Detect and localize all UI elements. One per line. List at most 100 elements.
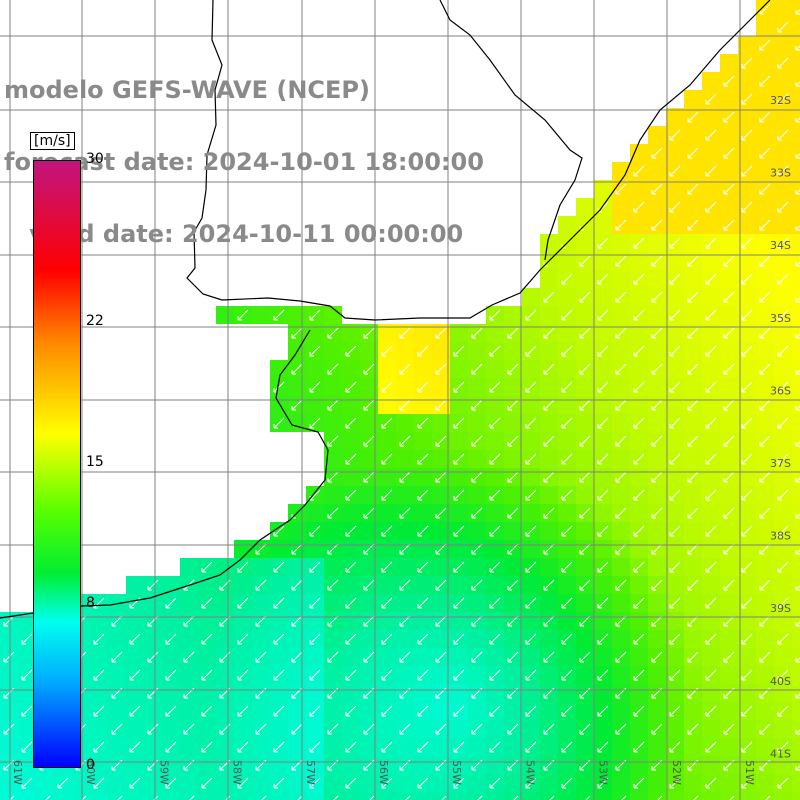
wind-speed-cell [792,54,800,72]
wind-arrow [363,651,375,663]
wind-arrow [237,777,249,789]
wind-arrow [651,651,663,663]
wind-speed-cell [360,378,378,396]
wind-arrow [633,453,645,465]
wind-speed-cell [576,414,594,432]
wind-arrow [759,615,771,627]
wind-speed-cell [504,414,522,432]
wind-arrow [561,669,573,681]
wind-arrow [273,669,285,681]
wind-arrow [297,795,303,800]
wind-arrow [507,723,519,735]
wind-arrow [93,705,105,717]
wind-speed-cell [648,486,666,504]
wind-speed-cell [216,594,234,612]
wind-arrow [525,561,537,573]
wind-arrow [615,183,627,195]
wind-arrow [255,723,267,735]
wind-arrow [741,597,753,609]
wind-speed-cell [342,432,360,450]
wind-speed-cell [18,684,36,702]
wind-speed-cell [792,468,800,486]
wind-arrow [489,633,501,645]
wind-arrow [741,489,753,501]
wind-arrow [453,741,465,753]
wind-speed-cell [702,216,720,234]
wind-arrow [333,795,339,800]
wind-speed-cell [450,540,468,558]
wind-arrow [399,399,411,411]
wind-arrow [237,705,249,717]
wind-arrow [165,705,177,717]
wind-speed-cell [738,648,756,666]
wind-arrow [525,309,537,321]
longitude-label: 58W [231,760,244,785]
wind-speed-cell [504,306,522,324]
wind-speed-cell [90,792,108,800]
wind-speed-cell [252,666,270,684]
wind-arrow [93,777,105,789]
wind-speed-cell [702,144,720,162]
wind-arrow [201,777,213,789]
wind-arrow [633,633,645,645]
wind-arrow [201,633,213,645]
wind-speed-cell [576,270,594,288]
wind-speed-cell [144,738,162,756]
wind-speed-cell [756,594,774,612]
wind-arrow [345,741,357,753]
wind-speed-cell [738,432,756,450]
wind-arrow [741,525,753,537]
wind-speed-cell [702,72,720,90]
wind-arrow [579,399,591,411]
wind-speed-cell [270,792,288,800]
wind-arrow [471,543,483,555]
wind-speed-cell [720,414,738,432]
wind-speed-cell [72,774,90,792]
wind-arrow [453,453,465,465]
wind-speed-cell [684,774,702,792]
wind-speed-cell [594,180,612,198]
wind-arrow [489,669,501,681]
wind-arrow [291,399,303,411]
wind-speed-cell [720,666,738,684]
wind-speed-cell [558,540,576,558]
wind-arrow [477,795,483,800]
wind-speed-cell [792,306,800,324]
wind-speed-cell [468,666,486,684]
wind-speed-cell [576,558,594,576]
wind-speed-cell [792,612,800,630]
wind-arrow [759,471,771,483]
wind-arrow [381,633,393,645]
wind-arrow [453,633,465,645]
wind-arrow [615,291,627,303]
wind-speed-cell [738,180,756,198]
wind-speed-cell [576,738,594,756]
wind-speed-cell [792,522,800,540]
wind-speed-cell [720,306,738,324]
wind-speed-cell [162,792,180,800]
wind-speed-cell [504,522,522,540]
wind-arrow [651,291,663,303]
wind-arrow [693,795,699,800]
wind-speed-cell [648,234,666,252]
latitude-label: 32S [770,94,791,107]
wind-speed-cell [666,144,684,162]
wind-speed-cell [756,162,774,180]
wind-arrow [399,543,411,555]
wind-speed-cell [270,540,288,558]
wind-speed-cell [450,468,468,486]
wind-arrow [417,525,429,537]
wind-arrow [327,363,339,375]
wind-arrow [273,417,285,429]
wind-speed-cell [558,360,576,378]
wind-speed-cell [648,792,666,800]
wind-speed-cell [252,630,270,648]
wind-arrow [147,579,159,591]
wind-arrow [633,273,645,285]
wind-speed-cell [450,612,468,630]
coastline [186,0,771,321]
wind-arrow [705,417,717,429]
wind-speed-cell [522,720,540,738]
wind-speed-cell [630,288,648,306]
wind-speed-cell [720,270,738,288]
